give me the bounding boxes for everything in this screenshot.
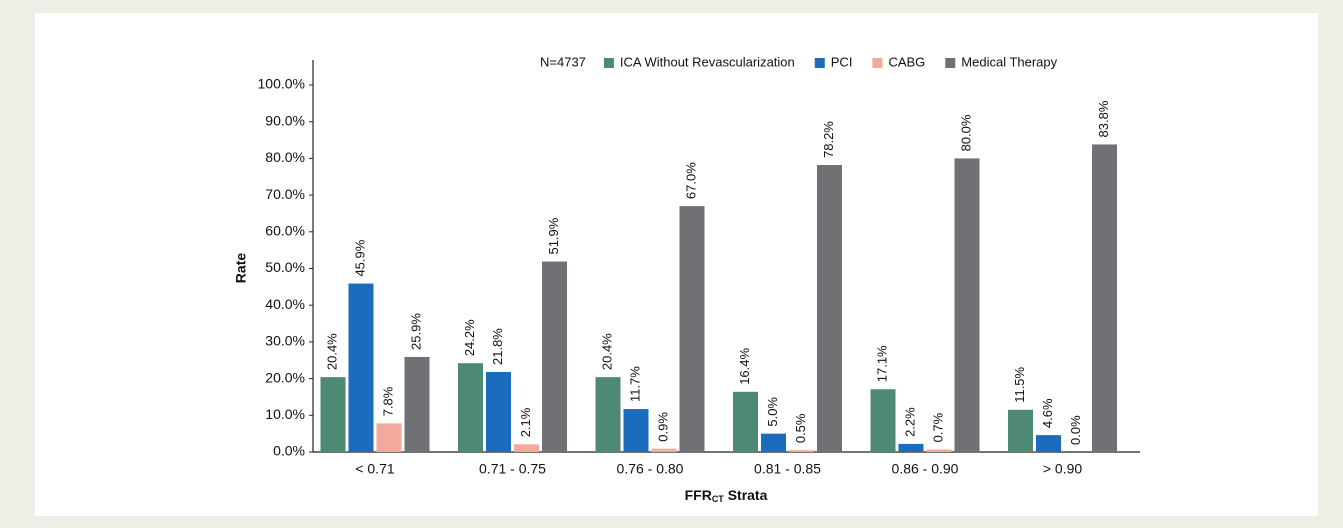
bar (733, 391, 758, 452)
bar (1092, 144, 1117, 453)
value-label: 80.0% (958, 114, 973, 151)
x-tick-label: < 0.71 (355, 461, 395, 477)
value-label: 7.8% (380, 386, 395, 416)
value-label: 16.4% (737, 348, 752, 385)
value-label: 25.9% (408, 313, 423, 350)
value-label: 24.2% (462, 319, 477, 356)
panel (35, 13, 1318, 516)
x-tick-label: 0.81 - 0.85 (754, 461, 821, 477)
y-tick-label: 80.0% (265, 149, 305, 165)
legend-swatch (814, 58, 825, 68)
y-tick-label: 70.0% (265, 186, 305, 202)
x-tick-label: 0.76 - 0.80 (617, 461, 684, 477)
legend-label: ICA Without Revascularization (620, 54, 795, 69)
y-tick-label: 0.0% (273, 443, 305, 459)
bar (789, 450, 814, 452)
value-label: 20.4% (324, 333, 339, 370)
value-label: 21.8% (490, 328, 505, 365)
value-label: 4.6% (1040, 398, 1055, 428)
bar (542, 261, 567, 452)
value-label: 78.2% (821, 121, 836, 158)
y-tick-label: 90.0% (265, 112, 305, 128)
y-tick-label: 30.0% (265, 333, 305, 349)
legend-swatch (945, 58, 956, 68)
bar (761, 433, 786, 452)
value-label: 45.9% (352, 239, 367, 276)
x-title-base: FFR (685, 487, 712, 503)
y-tick-label: 10.0% (265, 406, 305, 422)
value-label: 2.1% (518, 407, 533, 437)
value-label: 11.5% (1012, 366, 1027, 402)
value-label: 17.1% (874, 345, 889, 382)
y-tick-label: 100.0% (258, 76, 305, 92)
bar (623, 409, 649, 452)
legend-label: Medical Therapy (961, 54, 1057, 69)
bar (595, 377, 621, 452)
bar (1036, 435, 1061, 452)
value-label: 0.9% (655, 412, 670, 442)
x-title-sub: CT (712, 494, 724, 504)
bar (458, 363, 483, 452)
bar (817, 165, 842, 453)
bar (651, 448, 677, 452)
bar (514, 444, 539, 452)
bar (1008, 409, 1033, 452)
value-label: 0.0% (1068, 415, 1083, 445)
value-label: 2.2% (902, 407, 917, 437)
value-label: 5.0% (765, 397, 780, 427)
bar (954, 158, 980, 452)
y-tick-label: 50.0% (265, 259, 305, 275)
x-axis-title: FFRCT Strata (685, 487, 768, 505)
bar (898, 443, 924, 452)
value-label: 11.7% (627, 366, 642, 402)
value-label: 0.5% (793, 413, 808, 443)
bar (679, 206, 705, 452)
value-label: 67.0% (683, 162, 698, 199)
legend-swatch (603, 58, 614, 68)
annotation: N=4737 (540, 54, 586, 69)
bar (404, 356, 430, 452)
x-tick-label: > 0.90 (1043, 461, 1083, 477)
legend-label: PCI (831, 54, 853, 69)
legend-label: CABG (888, 54, 925, 69)
value-label: 83.8% (1096, 100, 1111, 137)
bar (926, 449, 952, 452)
y-axis-title: Rate (233, 253, 249, 284)
x-tick-label: 0.71 - 0.75 (479, 461, 546, 477)
bar (870, 389, 896, 452)
legend-swatch (872, 58, 883, 68)
bar (376, 423, 402, 452)
y-tick-label: 60.0% (265, 223, 305, 239)
x-title-rest: Strata (724, 487, 768, 503)
value-label: 51.9% (546, 217, 561, 254)
y-tick-label: 40.0% (265, 296, 305, 312)
bar (348, 283, 374, 452)
bar (320, 377, 346, 452)
x-tick-label: 0.86 - 0.90 (892, 461, 959, 477)
y-tick-label: 20.0% (265, 369, 305, 385)
value-label: 0.7% (930, 412, 945, 442)
value-label: 20.4% (599, 333, 614, 370)
bar (486, 371, 511, 452)
